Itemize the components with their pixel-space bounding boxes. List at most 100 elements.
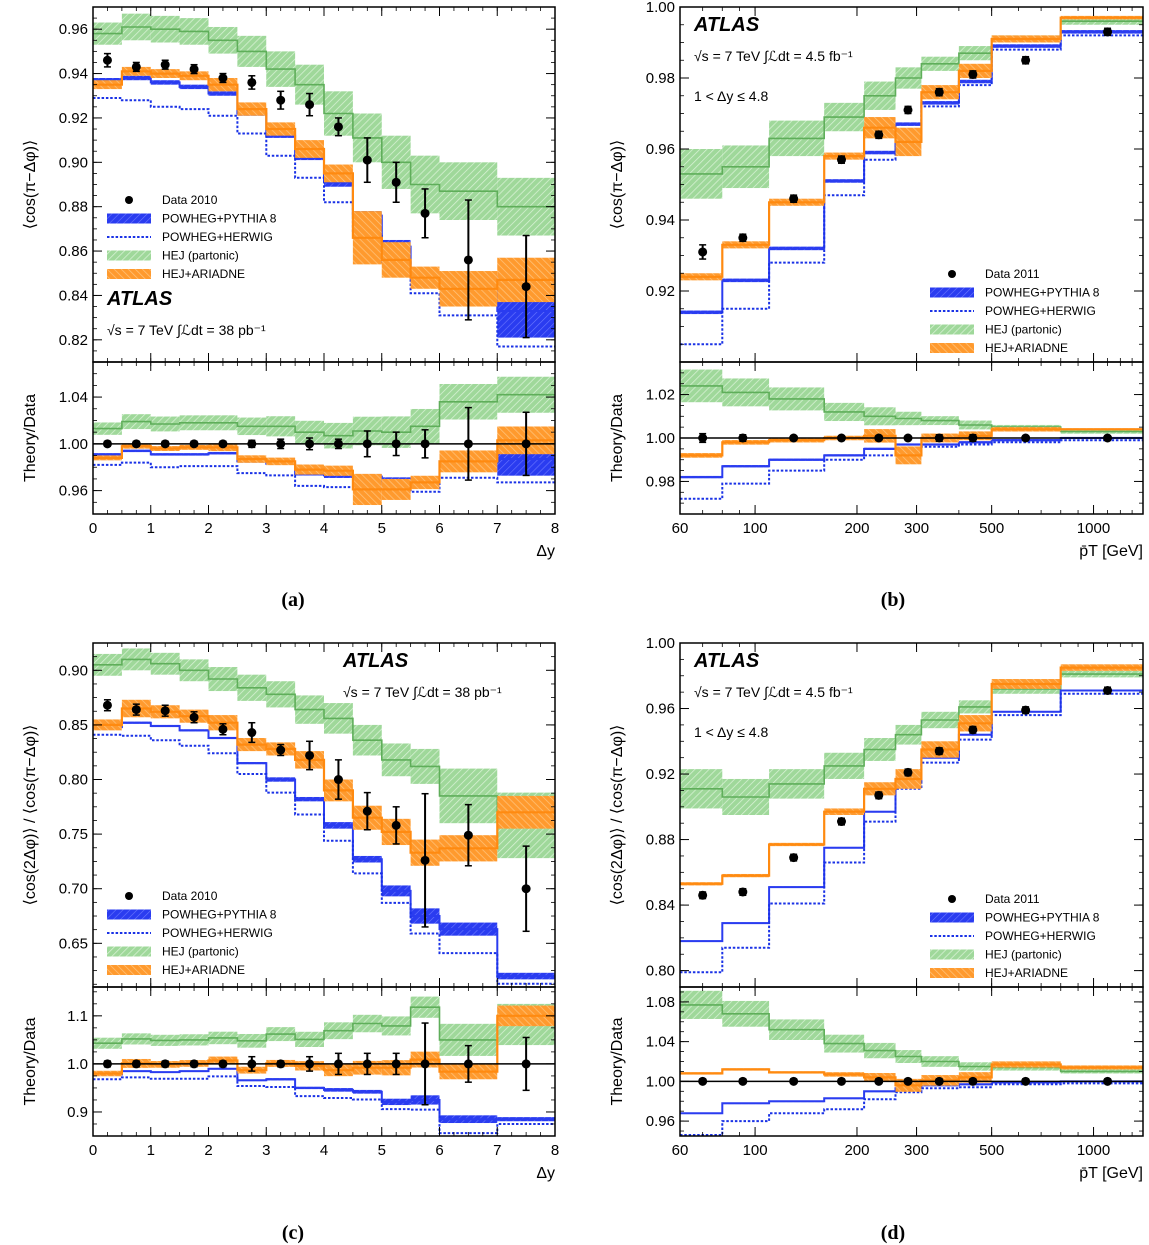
- legend-data-symbol: [125, 196, 133, 204]
- ratio-data-point: [333, 439, 343, 449]
- x-tick-label: 3: [262, 1142, 270, 1159]
- y-tick-label: 0.92: [646, 766, 675, 783]
- legend-label: HEJ (partonic): [985, 323, 1062, 337]
- x-tick-label: 3: [262, 520, 270, 537]
- panel-b: 0.92 0.94 0.96 0.98 1.00 0.98 1.00 1.02 60 100 200…: [609, 0, 1144, 611]
- legend-label: POWHEG+HERWIG: [985, 304, 1096, 318]
- ratio-data-point: [1103, 1076, 1113, 1086]
- data-point: [362, 806, 372, 816]
- x-tick-label: 5: [378, 520, 386, 537]
- data-point: [305, 750, 315, 760]
- x-tick-label: 7: [493, 520, 501, 537]
- legend-hej-ariadne-symbol: [107, 965, 151, 975]
- y-tick-label: 0.96: [646, 701, 675, 718]
- panel-label: (a): [281, 589, 304, 611]
- ratio-data-point: [968, 1076, 978, 1086]
- data-point: [903, 105, 913, 115]
- x-tick-label: 100: [743, 520, 768, 537]
- ratio-data-point: [131, 439, 141, 449]
- ratio-y-axis-label: Theory/Data: [609, 1017, 626, 1105]
- legend-label: POWHEG+PYTHIA 8: [162, 908, 277, 922]
- ratio-y-tick-label: 1.08: [646, 994, 675, 1011]
- legend-data-symbol: [125, 892, 133, 900]
- data-point: [218, 724, 228, 734]
- legend-hej-ariadne-symbol: [930, 343, 974, 353]
- data-point: [131, 62, 141, 72]
- ratio-powheg-herwig-line: [680, 439, 1143, 500]
- ratio-data-point: [102, 439, 112, 449]
- legend-label: POWHEG+HERWIG: [162, 926, 273, 940]
- y-axis-label: ⟨cos(π−Δφ)⟩: [609, 140, 626, 229]
- ratio-data-point: [160, 1059, 170, 1069]
- ratio-hej-partonic-line: [93, 393, 555, 437]
- y-tick-label: 0.88: [59, 199, 88, 216]
- ratio-data-point: [391, 439, 401, 449]
- ratio-data-point: [521, 1059, 531, 1069]
- legend-hej-ariadne-symbol: [930, 968, 974, 978]
- dy-range-label: 1 < Δy ≤ 4.8: [694, 88, 768, 104]
- legend-hej-partonic-symbol: [107, 946, 151, 957]
- panel-label: (c): [282, 1222, 304, 1244]
- legend-label: Data 2011: [985, 267, 1040, 281]
- y-tick-label: 0.94: [646, 212, 675, 229]
- hej-partonic-line: [93, 26, 555, 208]
- ratio-powheg-herwig-line: [93, 461, 555, 493]
- legend-hej-ariadne-symbol: [107, 269, 151, 279]
- ratio-data-point: [218, 439, 228, 449]
- data-point: [934, 87, 944, 97]
- ratio-data-point: [738, 433, 748, 443]
- x-tick-label: 7: [493, 1142, 501, 1159]
- hej-ariadne-line: [680, 16, 1143, 278]
- hej-ariadne-line: [93, 70, 555, 290]
- ratio-data-point: [247, 439, 257, 449]
- ratio-data-point: [420, 439, 430, 449]
- ratio-data-point: [874, 1076, 884, 1086]
- x-tick-label: 8: [551, 1142, 559, 1159]
- ratio-data-point: [903, 433, 913, 443]
- ratio-data-point: [189, 439, 199, 449]
- energy-lumi-label: √s = 7 TeV ∫ℒdt = 38 pb⁻¹: [343, 684, 502, 700]
- y-tick-label: 0.85: [59, 717, 88, 734]
- ratio-y-tick-label: 1.04: [59, 389, 88, 406]
- x-tick-label: 2: [204, 520, 212, 537]
- data-point: [1103, 27, 1113, 37]
- hej-partonic-line: [93, 658, 555, 827]
- legend: Data 2011 POWHEG+PYTHIA 8 POWHEG+HERWIG HEJ…: [930, 892, 1100, 980]
- y-tick-label: 0.80: [646, 963, 675, 980]
- hej-ariadne-line: [680, 666, 1143, 885]
- ratio-data-point: [362, 1059, 372, 1069]
- y-tick-label: 0.98: [646, 70, 675, 87]
- data-point: [1021, 705, 1031, 715]
- ratio-y-tick-label: 0.9: [67, 1104, 88, 1121]
- legend-label: POWHEG+PYTHIA 8: [985, 911, 1100, 925]
- ratio-data-point: [789, 1076, 799, 1086]
- legend-powheg-pythia-symbol: [930, 912, 974, 923]
- data-point: [276, 95, 286, 105]
- ratio-hej-partonic-line: [93, 1006, 555, 1044]
- data-point: [189, 64, 199, 74]
- x-tick-label: 100: [743, 1142, 768, 1159]
- ratio-y-axis-label: Theory/Data: [22, 1017, 39, 1105]
- data-point: [333, 122, 343, 132]
- data-point: [362, 155, 372, 165]
- ratio-hej-partonic-line: [680, 385, 1143, 433]
- main-plot-area: [93, 648, 555, 985]
- panel-a: 0.82 0.84 0.86 0.88 0.90 0.92 0.94 0.96 0.96 1.00…: [22, 6, 559, 611]
- ratio-data-point: [218, 1059, 228, 1069]
- y-tick-label: 0.82: [59, 332, 88, 349]
- data-point: [698, 247, 708, 257]
- ratio-data-point: [934, 433, 944, 443]
- ratio-powheg-herwig-line: [93, 1075, 555, 1135]
- legend-label: POWHEG+HERWIG: [162, 230, 273, 244]
- ratio-data-point: [131, 1059, 141, 1069]
- ratio-y-tick-label: 1.1: [67, 1008, 88, 1025]
- y-tick-label: 0.75: [59, 826, 88, 843]
- ratio-data-point: [247, 1059, 257, 1069]
- y-tick-label: 0.84: [59, 287, 88, 304]
- ratio-y-tick-label: 1.00: [646, 1073, 675, 1090]
- energy-lumi-label: √s = 7 TeV ∫ℒdt = 4.5 fb⁻¹: [694, 684, 853, 700]
- x-tick-label: 6: [435, 1142, 443, 1159]
- ratio-y-tick-label: 1.04: [646, 1034, 675, 1051]
- data-point: [305, 100, 315, 110]
- legend-label: Data 2011: [985, 892, 1040, 906]
